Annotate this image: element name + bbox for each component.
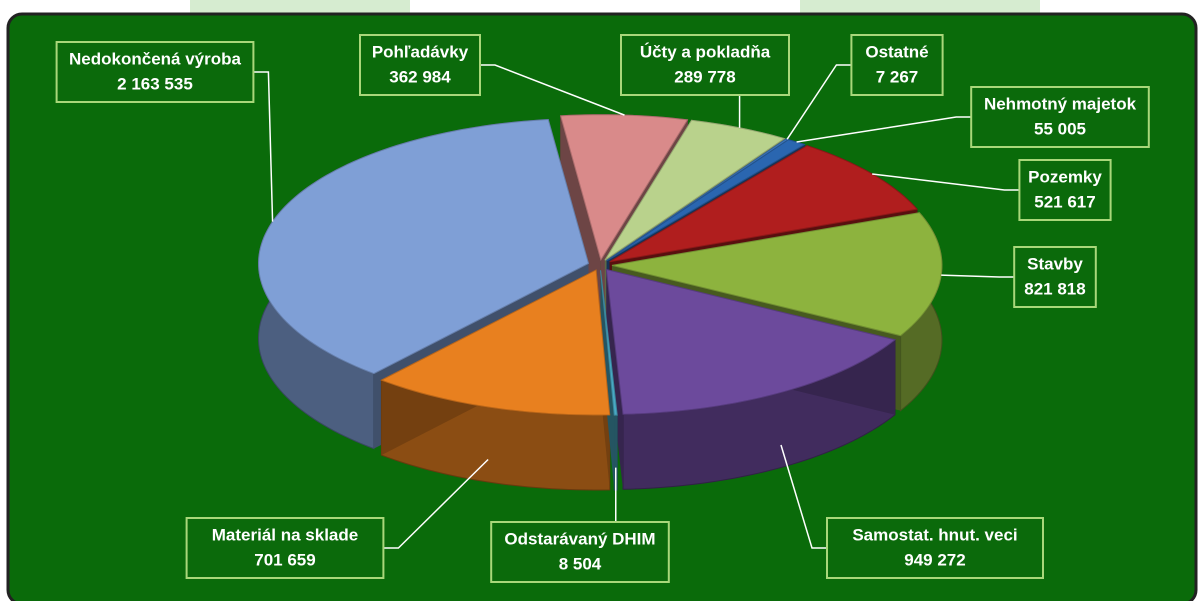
slice-side	[606, 269, 624, 490]
label-box	[55, 41, 255, 103]
label-box	[850, 34, 944, 96]
value-label: 821 818	[1024, 279, 1085, 298]
leader-line	[480, 64, 625, 116]
value-label: 289 778	[674, 67, 735, 86]
slice	[258, 119, 590, 375]
category-label: Nehmotný majetok	[984, 94, 1137, 113]
slice-side	[600, 270, 615, 491]
value-label: 362 984	[389, 67, 451, 86]
value-label: 8 504	[559, 554, 602, 573]
slice	[559, 114, 689, 261]
label-box	[970, 86, 1150, 148]
value-label: 521 617	[1034, 192, 1095, 211]
value-label: 7 267	[876, 67, 919, 86]
label-box	[185, 517, 385, 579]
category-label: Stavby	[1027, 254, 1083, 273]
leader-line	[941, 274, 1015, 278]
leader-line	[796, 116, 972, 143]
category-label: Účty a pokladňa	[640, 42, 771, 61]
slice-tops	[258, 114, 943, 416]
leader-line	[872, 173, 1020, 191]
slice	[609, 145, 918, 263]
category-label: Materiál na sklade	[212, 525, 358, 544]
label-box	[620, 34, 790, 96]
strip	[190, 0, 410, 14]
value-label: 949 272	[904, 550, 965, 569]
value-label: 701 659	[254, 550, 315, 569]
leader-line	[383, 458, 489, 549]
category-label: Odstarávaný DHIM	[504, 529, 655, 548]
category-label: Samostat. hnut. veci	[852, 525, 1017, 544]
category-label: Pozemky	[1028, 167, 1102, 186]
slice	[606, 139, 806, 262]
category-label: Ostatné	[865, 42, 928, 61]
category-label: Pohľadávky	[372, 42, 469, 61]
label-box	[1018, 159, 1112, 221]
label-box	[490, 521, 670, 583]
label-box	[359, 34, 481, 96]
strip	[800, 0, 1040, 14]
slice	[600, 270, 618, 416]
leader-line	[253, 71, 274, 222]
labels: Pohľadávky 362 984 Účty a pokladňa 289 778 O…	[55, 34, 1150, 583]
value-label: 2 163 535	[117, 74, 193, 93]
label-box	[826, 517, 1044, 579]
leader-line	[780, 444, 827, 549]
value-label: 55 005	[1034, 119, 1086, 138]
leader-line	[786, 64, 852, 140]
slice	[605, 268, 897, 415]
label-box	[1013, 246, 1097, 308]
slice	[380, 269, 611, 416]
slice	[604, 119, 786, 261]
category-label: Nedokončená výroba	[69, 49, 241, 68]
